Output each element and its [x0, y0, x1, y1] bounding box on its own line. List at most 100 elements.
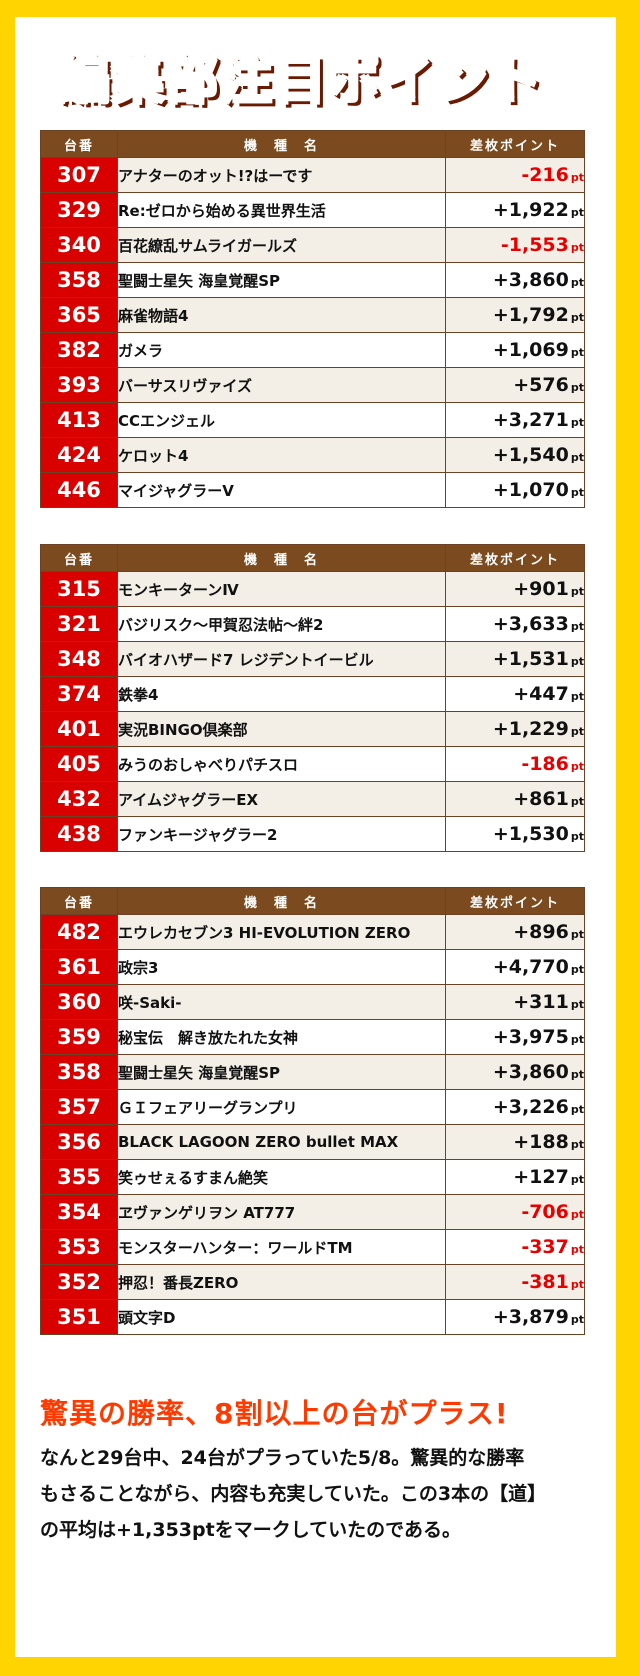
point-value: +1,922: [492, 199, 569, 221]
header-pt: 差枚ポイント: [445, 130, 585, 158]
point-unit: pt: [570, 311, 584, 324]
machine-name: ヱヴァンゲリヲン AT777: [117, 1194, 446, 1230]
point-cell: +3,633 pt: [445, 606, 585, 642]
machine-number: 354: [40, 1194, 118, 1230]
table-row: 401 実況BINGO倶楽部 +1,229 pt: [40, 711, 585, 747]
machine-number: 365: [40, 297, 118, 333]
point-unit: pt: [570, 963, 584, 976]
point-unit: pt: [570, 1208, 584, 1221]
point-unit: pt: [570, 620, 584, 633]
table-row: 374 鉄拳4 +447 pt: [40, 676, 585, 712]
machine-name: アナターのオット!?はーです: [117, 157, 446, 193]
point-value: -706: [521, 1201, 569, 1223]
point-cell: +1,792 pt: [445, 297, 585, 333]
point-unit: pt: [570, 241, 584, 254]
table-row: 348 バイオハザード7 レジデントイービル +1,531 pt: [40, 641, 585, 677]
point-cell: +1,531 pt: [445, 641, 585, 677]
point-value: +188: [513, 1131, 569, 1153]
header-name: 機 種 名: [117, 544, 446, 572]
point-unit: pt: [570, 725, 584, 738]
point-value: +1,069: [492, 339, 569, 361]
machine-name: バーサスリヴァイズ: [117, 367, 446, 403]
table-row: 393 バーサスリヴァイズ +576 pt: [40, 367, 585, 403]
machine-name: マイジャグラーV: [117, 472, 446, 508]
point-value: +447: [513, 683, 569, 705]
table-row: 358 聖闘士星矢 海皇覚醒SP +3,860 pt: [40, 1054, 585, 1090]
machine-table-2: 台番機 種 名差枚ポイント 315 モンキーターンⅣ +901 pt 321 バジリスク～甲…: [40, 544, 585, 852]
machine-name: ファンキージャグラー2: [117, 816, 446, 852]
table-row: 360 咲-Saki- +311 pt: [40, 984, 585, 1020]
point-value: +1,070: [492, 479, 569, 501]
table-row: 340 百花繚乱サムライガールズ -1,553 pt: [40, 227, 585, 263]
point-value: +901: [513, 578, 569, 600]
point-value: +3,879: [492, 1306, 569, 1328]
machine-number: 413: [40, 402, 118, 438]
machine-name: 百花繚乱サムライガールズ: [117, 227, 446, 263]
machine-number: 393: [40, 367, 118, 403]
point-unit: pt: [570, 486, 584, 499]
point-unit: pt: [570, 655, 584, 668]
point-value: +127: [513, 1166, 569, 1188]
point-cell: -337 pt: [445, 1229, 585, 1265]
point-value: +3,226: [492, 1096, 569, 1118]
page-title: 編集部注目ポイント: [0, 38, 601, 113]
machine-number: 356: [40, 1124, 118, 1160]
point-cell: +311 pt: [445, 984, 585, 1020]
point-unit: pt: [570, 998, 584, 1011]
machine-name: バジリスク～甲賀忍法帖～絆2: [117, 606, 446, 642]
table-row: 354 ヱヴァンゲリヲン AT777 -706 pt: [40, 1194, 585, 1230]
machine-name: ケロット4: [117, 437, 446, 473]
machine-number: 348: [40, 641, 118, 677]
point-cell: -216 pt: [445, 157, 585, 193]
machine-name: 頭文字D: [117, 1299, 446, 1335]
table-row: 355 笑ゥせぇるすまん絶笑 +127 pt: [40, 1159, 585, 1195]
point-cell: -186 pt: [445, 746, 585, 782]
point-value: +896: [513, 921, 569, 943]
machine-name: みうのおしゃべりパチスロ: [117, 746, 446, 782]
point-value: +576: [513, 374, 569, 396]
table-row: 307 アナターのオット!?はーです -216 pt: [40, 157, 585, 193]
table-row: 382 ガメラ +1,069 pt: [40, 332, 585, 368]
table-row: 315 モンキーターンⅣ +901 pt: [40, 571, 585, 607]
machine-name: 押忍！番長ZERO: [117, 1264, 446, 1300]
point-value: +311: [513, 991, 569, 1013]
machine-number: 361: [40, 949, 118, 985]
point-cell: +1,229 pt: [445, 711, 585, 747]
table-row: 321 バジリスク～甲賀忍法帖～絆2 +3,633 pt: [40, 606, 585, 642]
table-row: 351 頭文字D +3,879 pt: [40, 1299, 585, 1335]
table-row: 365 麻雀物語4 +1,792 pt: [40, 297, 585, 333]
point-unit: pt: [570, 1278, 584, 1291]
point-unit: pt: [570, 381, 584, 394]
point-cell: +3,879 pt: [445, 1299, 585, 1335]
machine-number: 353: [40, 1229, 118, 1265]
point-unit: pt: [570, 451, 584, 464]
point-value: -1,553: [500, 234, 569, 256]
header-pt: 差枚ポイント: [445, 544, 585, 572]
table-row: 329 Re:ゼロから始める異世界生活 +1,922 pt: [40, 192, 585, 228]
point-unit: pt: [570, 171, 584, 184]
machine-name: ガメラ: [117, 332, 446, 368]
machine-name: 鉄拳4: [117, 676, 446, 712]
point-unit: pt: [570, 206, 584, 219]
machine-name: Re:ゼロから始める異世界生活: [117, 192, 446, 228]
point-value: +3,633: [492, 613, 569, 635]
header-no: 台番: [40, 887, 118, 915]
machine-table-1: 台番機 種 名差枚ポイント 307 アナターのオット!?はーです -216 pt 329 R…: [40, 130, 585, 508]
machine-number: 329: [40, 192, 118, 228]
header-name: 機 種 名: [117, 887, 446, 915]
machine-number: 321: [40, 606, 118, 642]
machine-number: 446: [40, 472, 118, 508]
body-text: なんと29台中、24台がプラっていた5/8。驚異的な勝率 もさることながら、内容…: [40, 1440, 585, 1548]
machine-name: 咲-Saki-: [117, 984, 446, 1020]
page-title-outline: 編集部注目ポイント: [0, 38, 601, 115]
point-cell: +1,069 pt: [445, 332, 585, 368]
point-cell: +576 pt: [445, 367, 585, 403]
point-unit: pt: [570, 760, 584, 773]
machine-number: 340: [40, 227, 118, 263]
table-row: 482 エウレカセブン3 HI-EVOLUTION ZERO +896 pt: [40, 914, 585, 950]
machine-name: バイオハザード7 レジデントイービル: [117, 641, 446, 677]
body-line: の平均は+1,353ptをマークしていたのである。: [40, 1519, 461, 1541]
machine-number: 315: [40, 571, 118, 607]
point-value: +1,229: [492, 718, 569, 740]
machine-name: 笑ゥせぇるすまん絶笑: [117, 1159, 446, 1195]
